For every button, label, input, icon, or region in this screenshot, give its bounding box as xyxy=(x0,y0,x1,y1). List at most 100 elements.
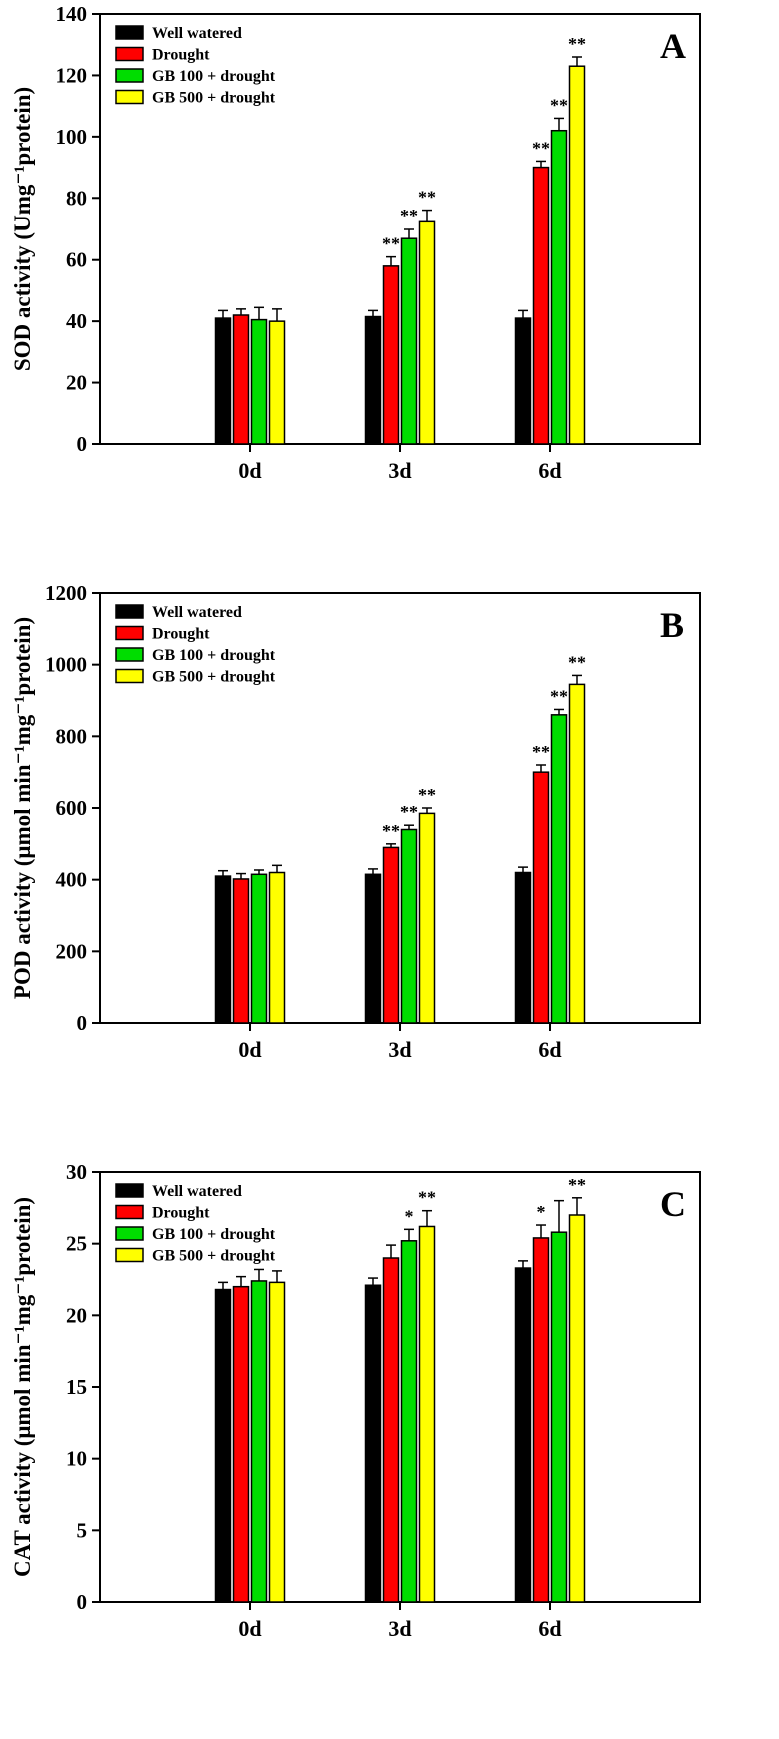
significance-marker-gb-500-drought-3d: ** xyxy=(418,1188,436,1208)
legend-label-drought: Drought xyxy=(152,1205,210,1222)
y-tick-label: 0 xyxy=(77,1590,88,1614)
bar-well-watered-6d xyxy=(514,1267,532,1603)
bar-drought-0d xyxy=(232,314,250,445)
y-tick-label: 800 xyxy=(56,724,88,748)
legend-label-gb-500-drought: GB 500 + drought xyxy=(152,669,276,686)
chart-panel-sod: 0 20 40 60 80 100 120 140 SOD activity (Umg⁻¹pro… xyxy=(0,0,779,579)
bar-well-watered-6d xyxy=(514,871,532,1024)
bar-gb-100-drought-3d xyxy=(400,828,418,1024)
legend-label-gb-100-drought: GB 100 + drought xyxy=(152,1226,276,1243)
bar-drought-6d xyxy=(532,166,550,445)
significance-marker-drought-3d: ** xyxy=(382,234,400,254)
legend-label-gb-100-drought: GB 100 + drought xyxy=(152,647,276,664)
y-tick-label: 40 xyxy=(66,309,87,333)
y-tick-label: 25 xyxy=(66,1232,87,1256)
y-tick-label: 100 xyxy=(56,125,88,149)
significance-marker-drought-6d: * xyxy=(537,1202,546,1222)
y-tick-label: 5 xyxy=(77,1518,88,1542)
bar-drought-6d xyxy=(532,771,550,1024)
bar-gb-500-drought-3d xyxy=(418,812,436,1024)
panel-label-c: C xyxy=(660,1184,686,1224)
bar-gb-500-drought-6d xyxy=(568,1214,586,1603)
x-tick-label: 6d xyxy=(538,458,561,483)
bar-gb-100-drought-3d xyxy=(400,1240,418,1603)
y-axis-title: POD activity (μmol min⁻¹mg⁻¹protein) xyxy=(10,617,35,999)
significance-marker-gb-500-drought-6d: ** xyxy=(568,1175,586,1195)
bar-gb-500-drought-3d xyxy=(418,220,436,445)
significance-marker-gb-500-drought-3d: ** xyxy=(418,188,436,208)
y-tick-label: 120 xyxy=(56,63,88,87)
y-tick-label: 400 xyxy=(56,868,88,892)
bar-gb-100-drought-0d xyxy=(250,318,268,445)
bar-gb-100-drought-3d xyxy=(400,237,418,445)
significance-marker-gb-100-drought-6d: ** xyxy=(550,686,568,706)
significance-marker-gb-100-drought-6d: ** xyxy=(550,95,568,115)
bar-drought-3d xyxy=(382,265,400,445)
x-tick-label: 6d xyxy=(538,1037,561,1062)
bar-gb-500-drought-6d xyxy=(568,65,586,445)
bar-gb-100-drought-6d xyxy=(550,1231,568,1603)
x-tick-label: 0d xyxy=(238,1616,261,1641)
bar-gb-100-drought-6d xyxy=(550,129,568,445)
significance-marker-gb-500-drought-6d: ** xyxy=(568,34,586,54)
chart-a: 0 20 40 60 80 100 120 140 SOD activity (Umg⁻¹pro… xyxy=(10,2,701,483)
legend-swatch-gb-500-drought xyxy=(115,1247,144,1263)
bar-gb-100-drought-0d xyxy=(250,873,268,1024)
bar-drought-3d xyxy=(382,1257,400,1603)
bar-gb-100-drought-0d xyxy=(250,1280,268,1603)
bar-well-watered-0d xyxy=(214,317,232,445)
y-tick-label: 80 xyxy=(66,186,87,210)
legend-swatch-gb-100-drought xyxy=(115,647,144,662)
legend-label-well-watered: Well watered xyxy=(152,1183,242,1200)
significance-marker-drought-6d: ** xyxy=(532,138,550,158)
y-tick-label: 140 xyxy=(56,2,88,26)
legend-label-gb-500-drought: GB 500 + drought xyxy=(152,1248,276,1265)
significance-marker-gb-100-drought-3d: * xyxy=(405,1206,414,1226)
y-tick-label: 0 xyxy=(77,432,88,456)
legend-swatch-drought xyxy=(115,46,144,62)
chart-panel-cat: 0 5 10 15 20 25 30 CAT activity (μmol min⁻¹mg⁻¹… xyxy=(0,1158,779,1737)
panel-label-b: B xyxy=(660,605,684,645)
legend-label-gb-100-drought: GB 100 + drought xyxy=(152,68,276,85)
bar-well-watered-0d xyxy=(214,1288,232,1603)
bar-well-watered-3d xyxy=(364,1284,382,1603)
y-tick-label: 10 xyxy=(66,1447,87,1471)
bar-gb-500-drought-3d xyxy=(418,1225,436,1603)
legend-swatch-gb-500-drought xyxy=(115,668,144,684)
bar-well-watered-3d xyxy=(364,873,382,1024)
bar-gb-500-drought-0d xyxy=(268,1281,286,1603)
bar-gb-500-drought-0d xyxy=(268,320,286,445)
y-tick-label: 30 xyxy=(66,1160,87,1184)
y-tick-label: 200 xyxy=(56,939,88,963)
y-tick-label: 60 xyxy=(66,248,87,272)
chart-c: 0 5 10 15 20 25 30 CAT activity (μmol min⁻¹mg⁻¹… xyxy=(10,1160,701,1641)
y-tick-label: 20 xyxy=(66,1303,87,1327)
significance-marker-drought-6d: ** xyxy=(532,742,550,762)
bar-gb-500-drought-6d xyxy=(568,683,586,1024)
x-tick-label: 0d xyxy=(238,1037,261,1062)
bar-drought-0d xyxy=(232,878,250,1024)
bar-drought-3d xyxy=(382,846,400,1024)
legend-swatch-drought xyxy=(115,625,144,641)
chart-b: 0 200 400 600 800 1000 1200 POD activity (μmol … xyxy=(10,581,701,1062)
significance-marker-gb-100-drought-3d: ** xyxy=(400,206,418,226)
legend-swatch-gb-500-drought xyxy=(115,89,144,105)
legend-swatch-gb-100-drought xyxy=(115,1226,144,1241)
legend-label-drought: Drought xyxy=(152,47,210,64)
y-tick-label: 0 xyxy=(77,1011,88,1035)
panel-label-a: A xyxy=(660,26,686,66)
legend-label-gb-500-drought: GB 500 + drought xyxy=(152,90,276,107)
bar-well-watered-6d xyxy=(514,317,532,445)
bar-well-watered-0d xyxy=(214,875,232,1024)
legend-swatch-well-watered xyxy=(115,604,144,619)
legend-label-drought: Drought xyxy=(152,626,210,643)
y-axis-title: SOD activity (Umg⁻¹protein) xyxy=(10,87,35,371)
bar-drought-0d xyxy=(232,1285,250,1603)
y-tick-label: 1000 xyxy=(45,653,87,677)
legend-swatch-well-watered xyxy=(115,25,144,40)
y-tick-label: 20 xyxy=(66,371,87,395)
x-tick-label: 3d xyxy=(388,1037,411,1062)
significance-marker-gb-500-drought-6d: ** xyxy=(568,652,586,672)
bar-gb-100-drought-6d xyxy=(550,714,568,1024)
y-tick-label: 15 xyxy=(66,1375,87,1399)
